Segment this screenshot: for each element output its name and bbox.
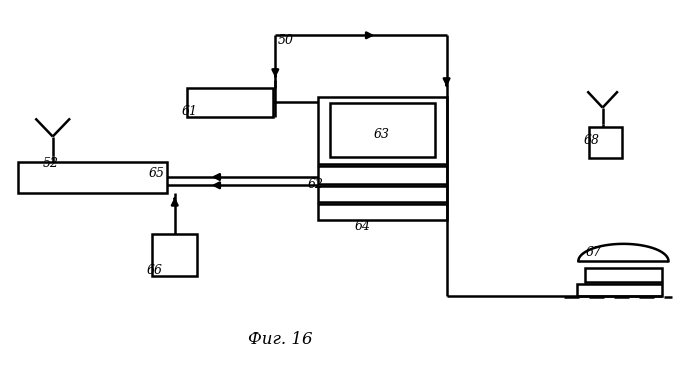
Text: 63: 63 [374,128,390,141]
Text: 67: 67 [585,246,601,259]
Bar [152,234,197,276]
Bar [330,103,435,157]
Text: 68: 68 [584,134,600,147]
Bar [187,88,273,117]
Bar [318,166,447,184]
Bar [318,186,447,202]
Bar [589,127,622,158]
Text: 65: 65 [148,167,164,180]
Bar [577,284,661,296]
Text: 64: 64 [355,220,371,233]
Bar [585,268,661,282]
Text: 52: 52 [43,157,59,170]
Bar [18,162,167,193]
Text: 62: 62 [308,178,324,191]
Text: 61: 61 [182,105,198,118]
Text: Фиг. 16: Фиг. 16 [248,331,312,348]
Bar [318,97,447,164]
Text: 66: 66 [147,265,163,277]
Text: 50: 50 [278,34,294,47]
Bar [318,204,447,220]
